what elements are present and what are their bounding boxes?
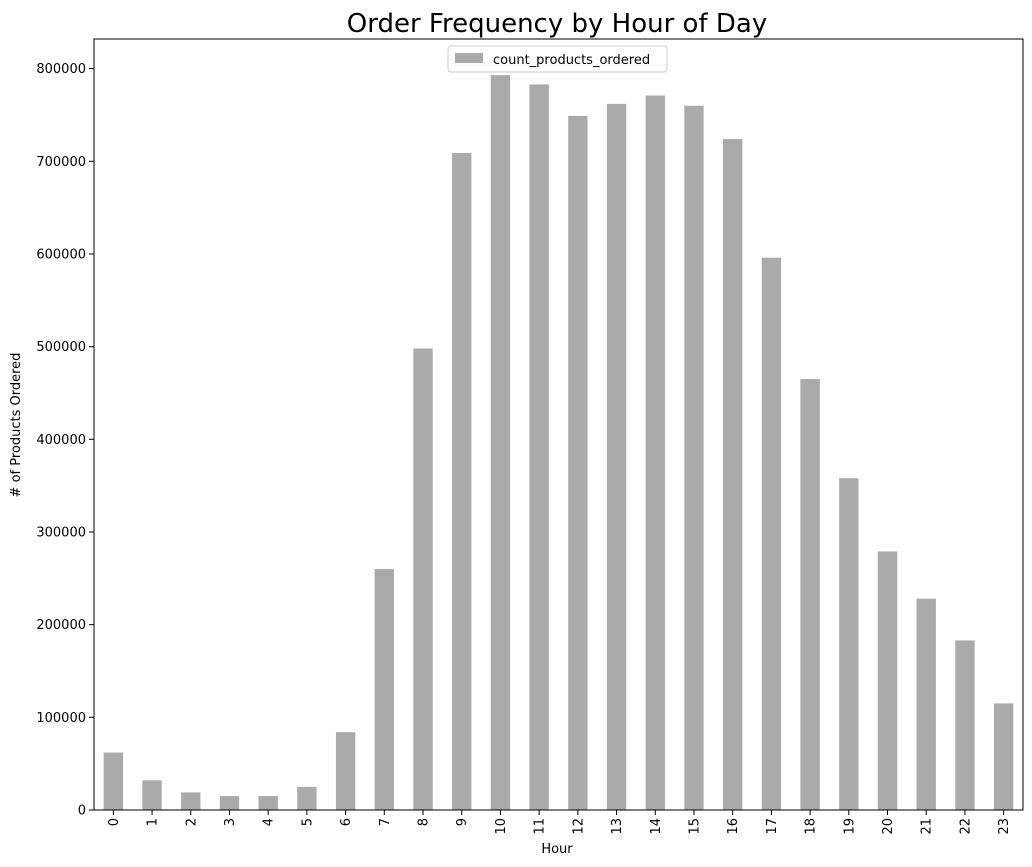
bar-hour-15 [684,105,704,811]
x-tick-label: 18 [804,818,819,835]
x-tick-label: 0 [107,818,122,826]
bar-hour-4 [258,796,278,810]
x-tick-label: 19 [842,818,857,835]
y-tick-label: 100000 [36,711,86,726]
bar-hour-10 [490,75,511,810]
x-tick-label: 13 [610,818,625,835]
x-tick-label: 7 [378,818,393,826]
x-tick-label: 12 [571,818,586,835]
chart-title: Order Frequency by Hour of Day [347,9,767,39]
bar-hour-5 [297,786,317,810]
x-tick-label: 9 [455,818,470,826]
bar-hour-2 [181,792,201,810]
y-tick-label: 600000 [36,247,86,262]
bar-hour-8 [413,348,433,810]
legend-box [447,45,668,73]
x-tick-label: 16 [726,818,741,835]
y-tick-label: 400000 [36,433,86,448]
x-tick-label: 2 [184,818,199,826]
x-tick-label: 15 [687,818,702,835]
x-axis-ticks: 0 1 2 3 4 5 6 7 8 9 10 11 12 13 14 15 16 17 18 19 20 21 22 23 [107,810,1012,835]
bar-hour-7 [374,569,394,810]
bar-hour-19 [839,478,859,810]
x-tick-label: 22 [958,818,973,835]
bar-hour-12 [568,115,588,810]
y-tick-label: 500000 [36,340,86,355]
plot-frame [93,38,1024,811]
bar-hour-9 [452,152,472,811]
legend-swatch [455,53,483,63]
bar-hour-20 [877,551,898,810]
x-axis-label: Hour [541,842,573,857]
bar-hour-14 [645,95,665,810]
x-tick-label: 20 [881,818,896,835]
y-tick-label: 0 [78,804,86,819]
bar-hour-3 [219,796,240,810]
x-tick-label: 6 [339,818,354,826]
x-tick-label: 23 [997,818,1012,835]
y-tick-label: 700000 [36,155,86,170]
y-axis-ticks: 0 100000 200000 300000 400000 500000 600000 700… [36,62,94,819]
x-tick-label: 10 [494,818,509,835]
x-tick-label: 1 [146,818,161,826]
bar-hour-18 [800,379,820,810]
legend-label: count_products_ordered [493,53,650,68]
x-tick-label: 5 [300,818,315,826]
bar-hour-17 [761,257,782,810]
legend: count_products_ordered [447,45,668,73]
x-tick-label: 4 [262,818,277,826]
bar-hour-23 [993,703,1014,810]
x-tick-label: 21 [920,818,935,835]
y-tick-label: 300000 [36,525,86,540]
bar-hour-13 [606,103,627,811]
y-tick-label: 200000 [36,618,86,633]
bar-hour-21 [916,598,936,810]
bar-hour-16 [723,139,743,810]
x-tick-label: 3 [223,818,238,826]
x-tick-label: 14 [649,818,664,835]
bar-hour-11 [529,84,549,810]
x-tick-label: 8 [417,818,432,826]
x-tick-label: 17 [765,818,780,835]
y-axis-label: # of Products Ordered [9,353,24,498]
bar-hour-0 [103,752,124,810]
bars-group [103,75,1014,811]
bar-hour-6 [335,732,356,810]
bar-hour-22 [955,640,975,810]
y-tick-label: 800000 [36,62,86,77]
x-tick-label: 11 [533,818,548,835]
bar-hour-1 [142,780,162,810]
